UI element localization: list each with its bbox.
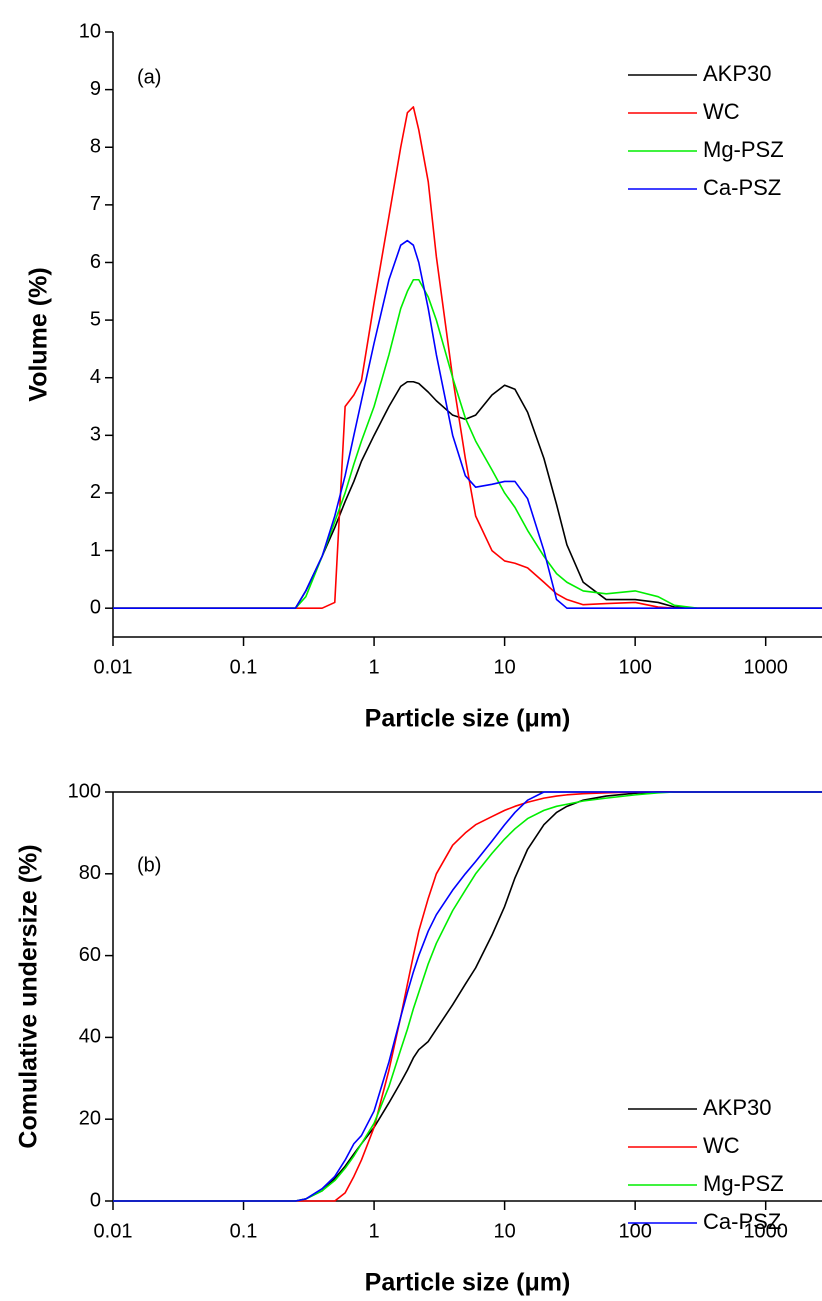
y-tick-label: 40 — [79, 1026, 101, 1048]
x-axis-label: Particle size (μm) — [365, 1269, 571, 1297]
y-tick-label: 1 — [90, 539, 101, 561]
series-line — [113, 791, 822, 1202]
x-tick-label: 10 — [493, 656, 515, 678]
y-tick-label: 2 — [90, 481, 101, 503]
x-tick-label: 100 — [618, 1220, 651, 1242]
annotation: (a) — [137, 66, 161, 88]
series-line — [113, 791, 822, 1202]
y-tick-label: 8 — [90, 136, 101, 158]
legend-label: Ca-PSZ — [703, 1209, 781, 1234]
x-tick-label: 0.01 — [94, 656, 133, 678]
y-tick-label: 5 — [90, 308, 101, 330]
series-line — [113, 791, 822, 1202]
y-tick-label: 6 — [90, 251, 101, 273]
x-tick-label: 0.1 — [230, 656, 258, 678]
legend-label: AKP30 — [703, 1095, 772, 1120]
series-line — [113, 278, 822, 609]
y-axis-label: Comulative undersize (%) — [15, 844, 43, 1148]
legend-label: WC — [703, 99, 740, 124]
legend-label: AKP30 — [703, 61, 772, 86]
legend-label: WC — [703, 1133, 740, 1158]
y-axis-label: Volume (%) — [25, 267, 53, 401]
y-tick-label: 20 — [79, 1107, 101, 1129]
x-tick-label: 1000 — [743, 656, 788, 678]
series-line — [113, 380, 822, 609]
series-line — [113, 106, 822, 609]
y-tick-label: 80 — [79, 862, 101, 884]
annotation: (b) — [137, 854, 161, 876]
y-tick-label: 60 — [79, 944, 101, 966]
y-tick-label: 9 — [90, 78, 101, 100]
y-tick-label: 7 — [90, 193, 101, 215]
y-tick-label: 10 — [79, 20, 101, 42]
y-tick-label: 0 — [90, 596, 101, 618]
x-tick-label: 100 — [618, 656, 651, 678]
x-tick-label: 10 — [493, 1220, 515, 1242]
y-tick-label: 4 — [90, 366, 101, 388]
x-tick-label: 1 — [369, 1220, 380, 1242]
legend-label: Mg-PSZ — [703, 1171, 784, 1196]
y-tick-label: 3 — [90, 424, 101, 446]
x-tick-label: 1 — [369, 656, 380, 678]
y-tick-label: 100 — [68, 780, 101, 802]
x-tick-label: 0.01 — [94, 1220, 133, 1242]
legend-label: Ca-PSZ — [703, 175, 781, 200]
series-line — [113, 239, 822, 609]
y-tick-label: 0 — [90, 1189, 101, 1211]
x-tick-label: 0.1 — [230, 1220, 258, 1242]
x-axis-label: Particle size (μm) — [365, 705, 571, 733]
legend-label: Mg-PSZ — [703, 137, 784, 162]
x-tick-label: 1000 — [743, 1220, 788, 1242]
